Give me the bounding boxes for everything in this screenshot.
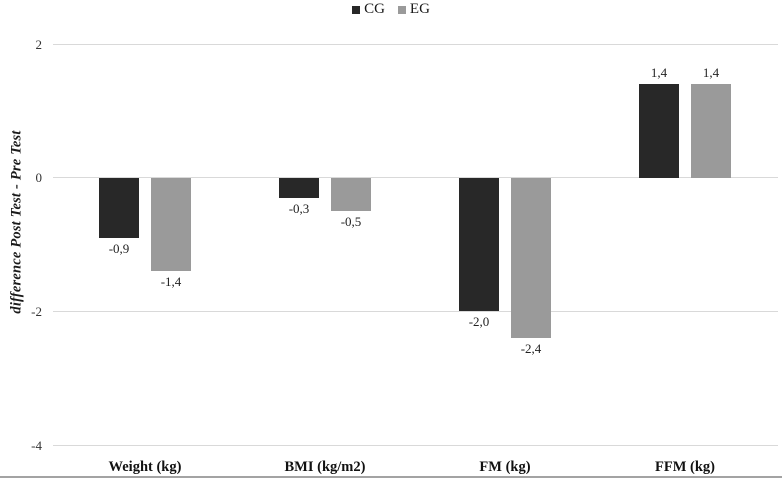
bar-value-label: 1,4 (650, 65, 668, 81)
bar-eg-ffm (691, 84, 731, 178)
bar-cg-fm (459, 177, 499, 312)
legend-item-eg: EG (397, 1, 430, 18)
bar-cg-ffm (639, 84, 679, 178)
bar-value-label: 1,4 (702, 65, 720, 81)
y-tick-label: -2 (31, 303, 42, 319)
bar-eg-weight (151, 177, 191, 272)
bar-cg-weight (99, 177, 139, 238)
bar-eg-bmi (331, 177, 371, 212)
x-category-label: BMI (kg/m2) (284, 459, 366, 475)
bar-value-label: -0,9 (108, 240, 130, 256)
figure-bottom-rule (0, 476, 782, 478)
gridline-y--2 (53, 310, 778, 312)
gridline-y--4 (53, 444, 778, 446)
y-axis-title: difference Post Test - Pre Test (8, 130, 25, 314)
gridline-y-0 (53, 177, 778, 179)
bar-value-label: -0,5 (340, 214, 362, 230)
x-category-label: Weight (kg) (108, 459, 182, 475)
gridline-y-2 (53, 43, 778, 45)
x-category-label: FM (kg) (479, 459, 531, 475)
bar-eg-fm (511, 177, 551, 339)
bar-value-label: -2,0 (468, 314, 490, 330)
y-tick-label: -4 (31, 437, 42, 453)
x-category-label: FFM (kg) (655, 459, 715, 475)
legend-label-cg: CG (364, 1, 385, 17)
bar-cg-bmi (279, 177, 319, 198)
legend: CG EG (0, 1, 782, 18)
y-tick-label: 2 (35, 36, 43, 52)
cg-swatch-icon (352, 5, 361, 14)
bar-value-label: -1,4 (160, 274, 182, 290)
bar-value-label: -0,3 (288, 200, 310, 216)
y-tick-label: 0 (35, 170, 43, 186)
legend-label-eg: EG (409, 1, 430, 17)
bar-value-label: -2,4 (520, 341, 542, 357)
eg-swatch-icon (397, 5, 406, 14)
legend-item-cg: CG (352, 1, 385, 18)
